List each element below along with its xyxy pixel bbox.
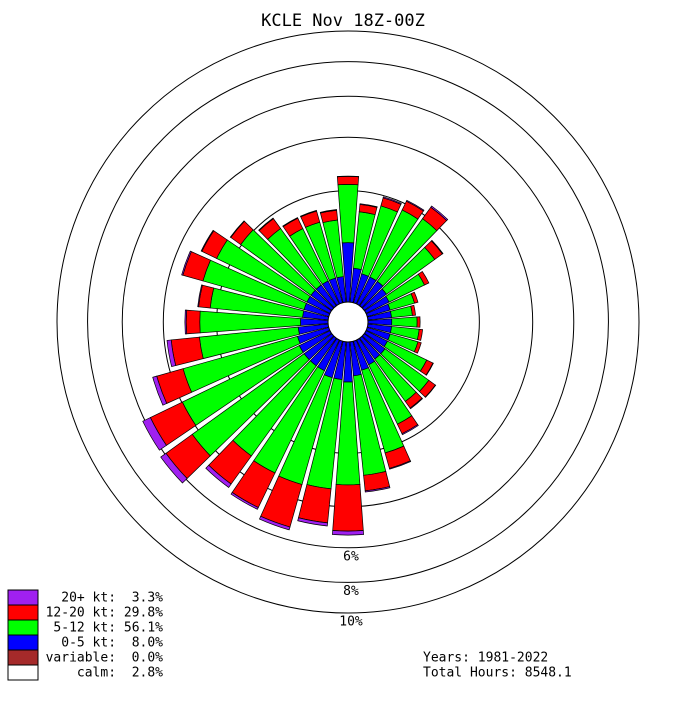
rose-segment — [337, 184, 359, 244]
legend-swatch — [7, 619, 39, 636]
rose-segment — [416, 328, 424, 341]
legend-label: variable: 0.0% — [46, 651, 164, 666]
ring — [87, 61, 609, 583]
rose-segment — [409, 397, 424, 410]
legend-label: 5-12 kt: 56.1% — [53, 621, 163, 636]
rose-segment — [229, 220, 245, 238]
rose-segment — [299, 209, 318, 218]
rose-segment — [410, 304, 416, 316]
rose-segment — [413, 341, 422, 354]
legend-swatch — [7, 664, 39, 681]
rose-segment — [181, 250, 192, 276]
hub — [327, 301, 369, 343]
rose-segment — [319, 209, 338, 214]
rose-segment — [152, 375, 168, 406]
rose-segment — [405, 199, 425, 212]
rose-segment — [359, 203, 378, 208]
note: Total Hours: 8548.1 — [423, 666, 572, 681]
rose-segment — [197, 284, 203, 308]
rose-segment — [282, 217, 299, 228]
rose-segment — [430, 239, 444, 255]
rose-segment — [382, 196, 402, 205]
rose-segment — [401, 424, 419, 436]
legend-swatch — [7, 589, 39, 606]
legend-label: 0-5 kt: 8.0% — [61, 636, 163, 651]
rose-segment — [297, 517, 328, 527]
rose-segment — [170, 336, 204, 367]
rose-segment — [205, 464, 232, 488]
rose-segment — [389, 460, 412, 470]
rose-segment — [364, 486, 391, 493]
rose-segment — [298, 484, 332, 524]
ring-label: 10% — [339, 615, 363, 630]
rose-segment — [184, 309, 187, 335]
rose-segment — [142, 417, 167, 451]
rose-segment — [332, 530, 364, 536]
rose-segment — [417, 271, 430, 286]
rose-segment — [391, 316, 418, 328]
legend-swatch — [7, 649, 39, 666]
rose-segment — [336, 175, 360, 186]
rose-segment — [410, 291, 419, 304]
ring — [56, 30, 640, 614]
rose-segment — [430, 205, 449, 222]
legend-label: 12-20 kt: 29.8% — [46, 606, 164, 621]
legend-label: calm: 2.8% — [77, 666, 163, 681]
legend-label: 20+ kt: 3.3% — [61, 591, 163, 606]
rose-segment — [230, 491, 259, 510]
note: Years: 1981-2022 — [423, 651, 548, 666]
ring — [121, 95, 575, 549]
rose-segment — [258, 217, 274, 232]
rose-segment — [424, 384, 437, 398]
chart-title: KCLE Nov 18Z-00Z — [261, 11, 425, 31]
legend-swatch — [7, 634, 39, 651]
rose-segment — [160, 452, 188, 484]
legend-swatch — [7, 604, 39, 621]
rose-segment — [425, 362, 434, 376]
rose-segment — [416, 316, 421, 328]
ring-label: 8% — [343, 584, 359, 599]
rose-segment — [185, 309, 201, 335]
rose-segment — [200, 229, 215, 252]
ring-label: 6% — [343, 549, 359, 564]
rose-segment — [332, 484, 364, 532]
rose-segment — [336, 175, 360, 178]
rose-segment — [258, 515, 291, 531]
rose-segment — [166, 339, 177, 368]
